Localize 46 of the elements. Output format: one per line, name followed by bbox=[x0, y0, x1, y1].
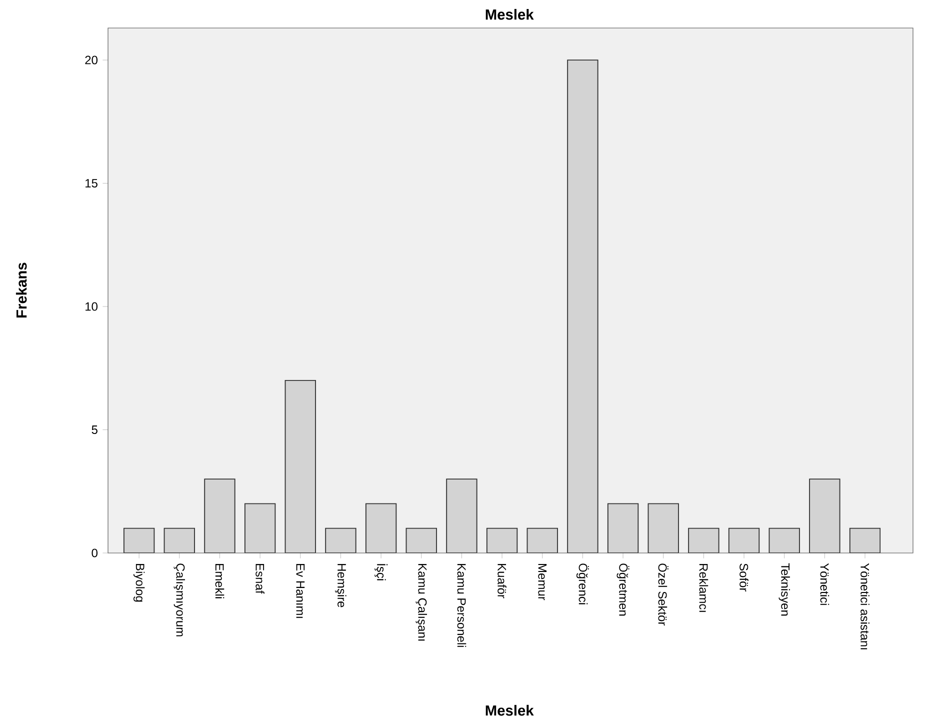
chart-title: Meslek bbox=[486, 8, 534, 20]
x-tick-label: Yönetici asistanı bbox=[860, 563, 870, 650]
x-tick-label: Teknisyen bbox=[778, 563, 790, 616]
bar bbox=[526, 528, 558, 553]
bar bbox=[406, 528, 437, 553]
x-tick-label: Yönetici bbox=[820, 563, 830, 605]
x-tick-label: Biyolog bbox=[133, 564, 145, 602]
bar bbox=[849, 528, 881, 553]
bar bbox=[768, 528, 800, 553]
bar bbox=[325, 528, 356, 553]
x-tick-label: Hemşire bbox=[335, 564, 346, 608]
bar bbox=[567, 60, 598, 553]
x-tick-label: Özel Sektör bbox=[658, 564, 668, 626]
x-axis-title: Meslek bbox=[486, 704, 534, 716]
x-tick-label: Memur bbox=[538, 564, 547, 600]
bar bbox=[164, 528, 195, 553]
y-tick-label: 20 bbox=[85, 56, 98, 64]
bar bbox=[123, 528, 155, 553]
bar bbox=[244, 503, 276, 553]
bar bbox=[446, 478, 478, 553]
bar bbox=[728, 528, 760, 553]
bar bbox=[688, 528, 720, 553]
y-tick-label: 5 bbox=[92, 426, 98, 434]
bar bbox=[809, 478, 840, 553]
y-tick-label: 15 bbox=[86, 179, 98, 188]
x-tick-label: İşçi bbox=[374, 564, 388, 580]
x-tick-label: Esnaf bbox=[256, 564, 264, 594]
x-tick-label: Öğrenci bbox=[576, 564, 589, 604]
x-tick-label: Reklamcı bbox=[699, 564, 708, 612]
x-tick-label: Kuaför bbox=[498, 564, 506, 598]
bar bbox=[204, 478, 236, 553]
bar bbox=[648, 503, 679, 553]
x-tick-label: Çalışmıyorum bbox=[174, 564, 186, 636]
bar bbox=[486, 528, 518, 553]
bar bbox=[284, 380, 316, 553]
x-tick-label: Ev Hanımı bbox=[296, 564, 305, 618]
y-axis-title: Frekans bbox=[16, 262, 27, 318]
x-tick-label: Kamu Çalışanı bbox=[416, 564, 427, 641]
y-tick-label: 10 bbox=[86, 302, 98, 311]
x-tick-label: Emekli bbox=[215, 564, 224, 598]
bar bbox=[365, 503, 397, 553]
x-tick-label: Soför bbox=[740, 564, 748, 592]
x-tick-label: Öğretmen bbox=[616, 564, 630, 616]
y-tick-label: 0 bbox=[92, 548, 98, 558]
bar bbox=[607, 503, 639, 553]
x-tick-label: Kamu Personeli bbox=[457, 564, 466, 647]
